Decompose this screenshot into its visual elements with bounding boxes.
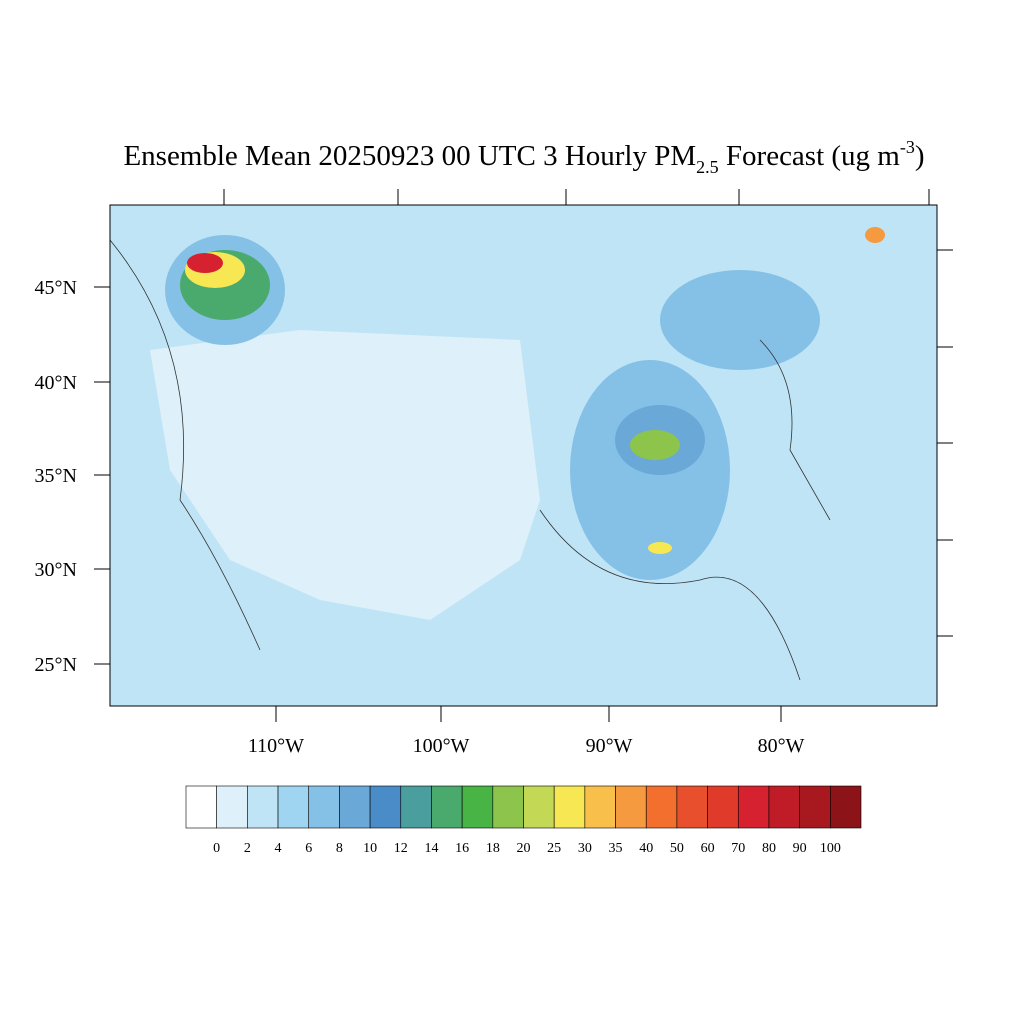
colorbar-label: 60: [701, 841, 715, 856]
title-subscript: 2.5: [696, 157, 719, 177]
colorbar-label: 30: [578, 841, 592, 856]
title-end: ): [915, 140, 925, 172]
colorbar-label: 20: [517, 841, 531, 856]
colorbar-label: 35: [609, 841, 623, 856]
colorbar-box: [461, 785, 494, 829]
colorbar-box: [737, 785, 770, 829]
colorbar-label: 2: [244, 841, 251, 856]
colorbar-label: 100: [820, 841, 841, 856]
longitude-label: 90°W: [586, 735, 633, 757]
colorbar-box: [584, 785, 616, 829]
colorbar-label: 40: [639, 841, 653, 856]
frame-ticks: [94, 189, 953, 722]
title: Ensemble Mean 20250923 00 UTC 3 Hourly P…: [123, 137, 924, 177]
colorbar-box: [277, 785, 310, 829]
latitude-label: 30°N: [35, 559, 77, 581]
colorbar-box: [830, 785, 862, 829]
high-region: [630, 430, 680, 460]
colorbar-label: 12: [394, 841, 408, 856]
colorbar-box: [523, 785, 555, 829]
peak-region: [187, 253, 223, 273]
low-region: [150, 330, 540, 620]
title-superscript: -3: [900, 137, 915, 157]
colorbar-label: 4: [275, 841, 282, 856]
colorbar-box: [369, 785, 402, 829]
colorbar-box: [400, 785, 432, 829]
longitude-label: 100°W: [413, 735, 470, 757]
colorbar-label: 25: [547, 841, 561, 856]
colorbar-box: [676, 785, 708, 829]
colorbar-box: [492, 785, 524, 829]
high-region: [648, 542, 672, 554]
colorbar-label: 14: [424, 841, 438, 856]
coastline: [110, 239, 831, 681]
colorbar-label: 18: [486, 841, 500, 856]
colorbar-label: 70: [731, 841, 745, 856]
colorbar-label: 6: [305, 841, 312, 856]
colorbar-box: [799, 785, 831, 829]
colorbar-box: [553, 785, 586, 829]
latitude-label: 25°N: [35, 654, 77, 676]
colorbar-label: 8: [336, 841, 343, 856]
longitude-label: 110°W: [248, 735, 304, 757]
colorbar-label: 10: [363, 841, 377, 856]
colorbar-label: 0: [213, 841, 220, 856]
colorbar-box: [185, 785, 217, 829]
title-rest: Forecast (ug m: [719, 140, 901, 172]
colorbar-box: [707, 785, 739, 829]
mid-region: [660, 270, 820, 370]
longitude-label: 80°W: [758, 735, 805, 757]
colorbar-box: [645, 785, 678, 829]
colorbar-label: 50: [670, 841, 684, 856]
colorbar-box: [431, 785, 463, 829]
latitude-label: 45°N: [35, 277, 77, 299]
title-main: Ensemble Mean 20250923 00 UTC 3 Hourly P…: [123, 140, 696, 172]
colorbar-box: [768, 785, 800, 829]
colorbar-box: [216, 785, 248, 829]
colorbar-box: [308, 785, 340, 829]
latitude-label: 35°N: [35, 465, 77, 487]
colorbar-label: 80: [762, 841, 776, 856]
colorbar-box: [247, 785, 279, 829]
high-region: [865, 227, 885, 243]
colorbar-label: 90: [793, 841, 807, 856]
colorbar-label: 16: [455, 841, 469, 856]
map-frame: [109, 204, 938, 707]
map-field: [110, 205, 937, 706]
colorbar-box: [339, 785, 371, 829]
latitude-label: 40°N: [35, 372, 77, 394]
colorbar-box: [615, 785, 647, 829]
